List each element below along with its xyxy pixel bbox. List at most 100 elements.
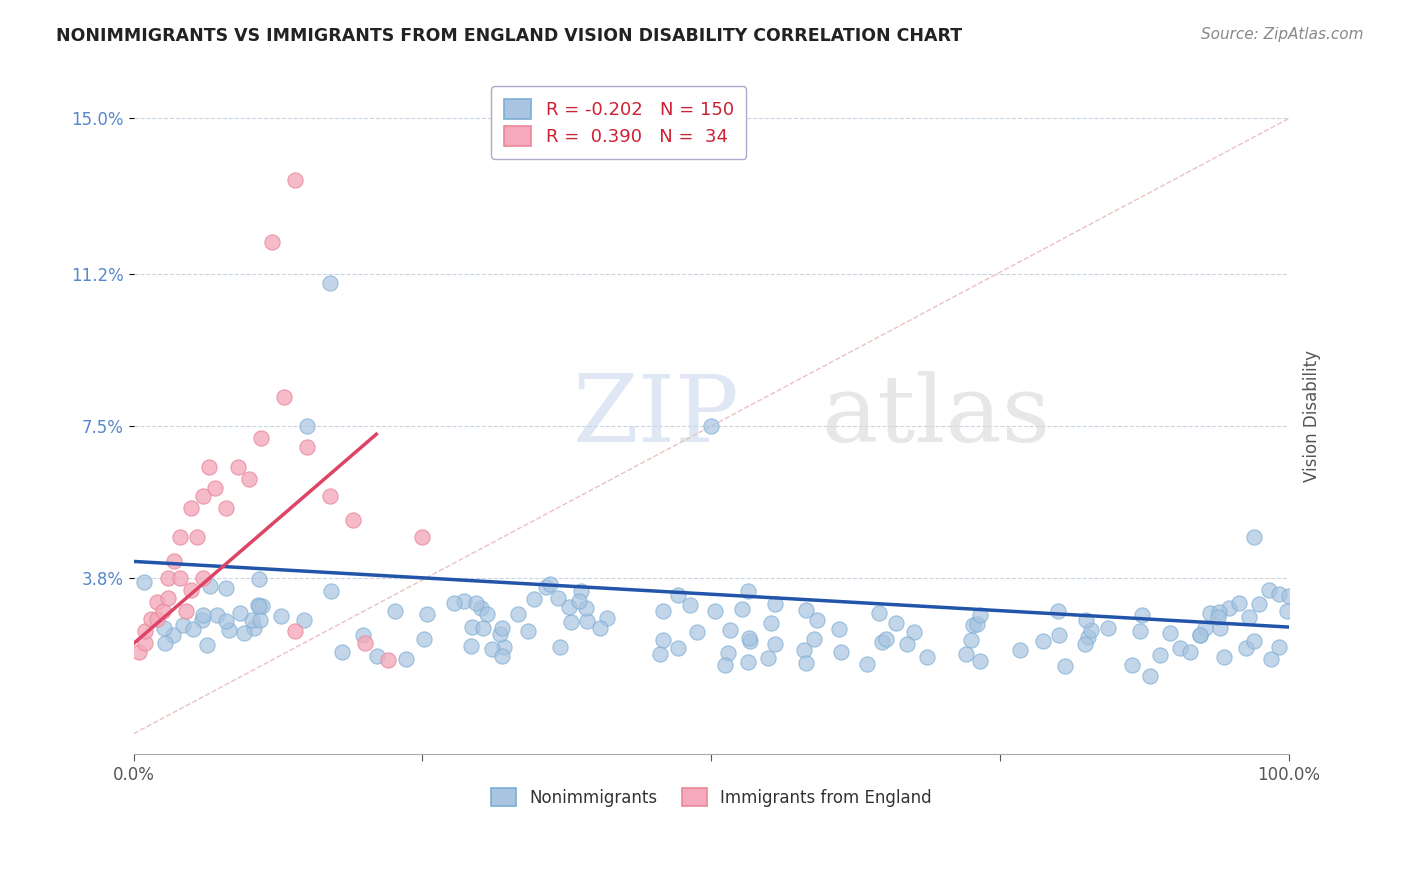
Point <box>803 632 825 647</box>
Point <box>1032 634 1054 648</box>
Point <box>366 649 388 664</box>
Point <box>1194 621 1216 635</box>
Point <box>215 614 238 628</box>
Point <box>319 583 342 598</box>
Point <box>1076 613 1098 627</box>
Point <box>215 501 238 516</box>
Point <box>174 604 197 618</box>
Point <box>794 603 817 617</box>
Point <box>828 622 851 636</box>
Point <box>198 460 221 475</box>
Point <box>720 623 742 637</box>
Point <box>679 599 702 613</box>
Point <box>292 613 315 627</box>
Point <box>153 621 176 635</box>
Point <box>247 598 270 612</box>
Point <box>205 608 228 623</box>
Point <box>685 625 707 640</box>
Point <box>416 607 439 622</box>
Point <box>1159 626 1181 640</box>
Point <box>759 615 782 630</box>
Point <box>472 622 495 636</box>
Point <box>491 649 513 664</box>
Point <box>146 595 169 609</box>
Point <box>1234 641 1257 656</box>
Point <box>273 390 295 404</box>
Point <box>969 608 991 623</box>
Point <box>460 639 482 653</box>
Point <box>796 656 818 670</box>
Point <box>547 591 569 605</box>
Point <box>489 626 512 640</box>
Point <box>1227 596 1250 610</box>
Point <box>461 620 484 634</box>
Point <box>240 613 263 627</box>
Point <box>228 607 250 621</box>
Point <box>284 173 307 187</box>
Point <box>738 632 761 646</box>
Point <box>756 650 779 665</box>
Point <box>249 613 271 627</box>
Text: atlas: atlas <box>821 371 1050 461</box>
Point <box>1208 621 1230 635</box>
Point <box>872 635 894 649</box>
Point <box>969 654 991 668</box>
Point <box>247 572 270 586</box>
Point <box>1208 605 1230 619</box>
Point <box>1168 641 1191 656</box>
Point <box>1275 604 1298 618</box>
Point <box>1260 651 1282 665</box>
Point <box>232 626 254 640</box>
Point <box>180 501 202 516</box>
Point <box>319 276 342 290</box>
Point <box>492 640 515 654</box>
Point <box>1129 624 1152 638</box>
Point <box>1213 649 1236 664</box>
Point <box>666 641 689 656</box>
Point <box>1258 582 1281 597</box>
Point <box>1139 669 1161 683</box>
Point <box>1080 623 1102 637</box>
Point <box>152 604 174 618</box>
Point <box>384 604 406 618</box>
Point <box>884 615 907 630</box>
Point <box>180 583 202 598</box>
Point <box>830 645 852 659</box>
Point <box>169 571 191 585</box>
Point <box>411 530 433 544</box>
Point <box>731 602 754 616</box>
Point <box>1243 530 1265 544</box>
Point <box>243 621 266 635</box>
Point <box>226 460 249 475</box>
Point <box>186 530 208 544</box>
Point <box>740 634 762 648</box>
Point <box>714 658 737 673</box>
Point <box>1130 608 1153 623</box>
Point <box>238 472 260 486</box>
Point <box>191 607 214 622</box>
Text: NONIMMIGRANTS VS IMMIGRANTS FROM ENGLAND VISION DISABILITY CORRELATION CHART: NONIMMIGRANTS VS IMMIGRANTS FROM ENGLAND… <box>56 27 962 45</box>
Point <box>737 584 759 599</box>
Point <box>575 601 598 615</box>
Point <box>596 611 619 625</box>
Point <box>1047 628 1070 642</box>
Point <box>1268 640 1291 654</box>
Point <box>481 641 503 656</box>
Point <box>215 581 238 595</box>
Point <box>1178 645 1201 659</box>
Point <box>262 235 284 249</box>
Text: ZIP: ZIP <box>572 371 740 461</box>
Point <box>1053 659 1076 673</box>
Point <box>353 636 375 650</box>
Point <box>330 645 353 659</box>
Point <box>1208 610 1230 624</box>
Point <box>717 646 740 660</box>
Point <box>1198 606 1220 620</box>
Point <box>352 628 374 642</box>
Point <box>793 642 815 657</box>
Point <box>548 640 571 655</box>
Point <box>395 651 418 665</box>
Point <box>155 636 177 650</box>
Point <box>139 612 162 626</box>
Point <box>534 580 557 594</box>
